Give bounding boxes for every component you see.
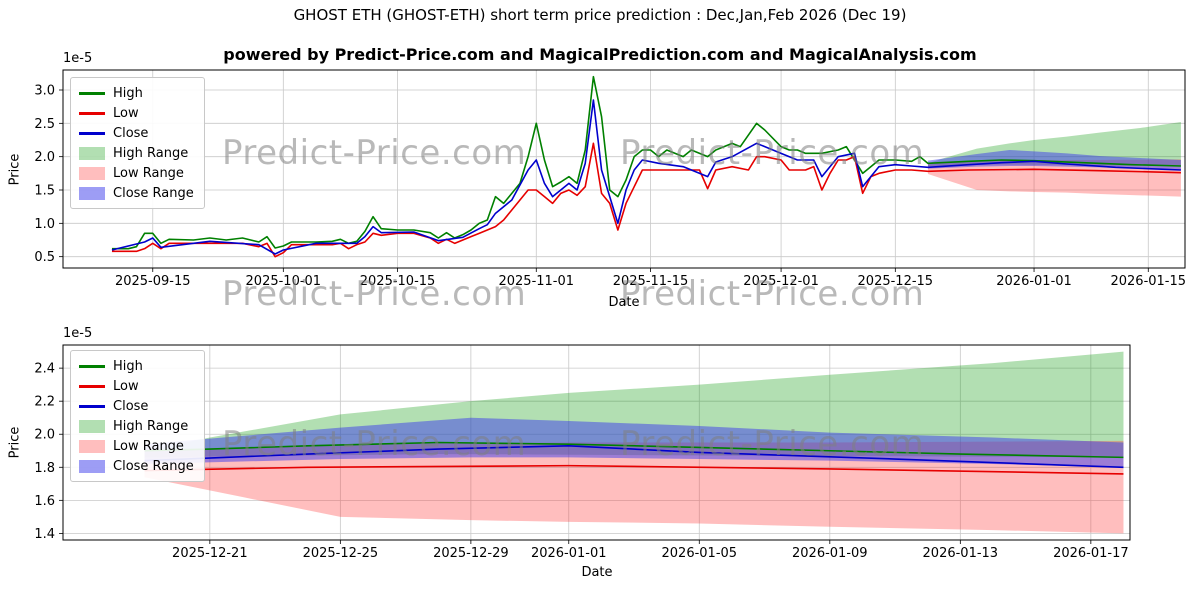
legend-entry-label: Low Range <box>113 165 184 181</box>
legend-swatch-patch <box>79 166 105 180</box>
x-tick-label: 2025-11-01 <box>498 274 574 289</box>
legend-entry: Close <box>79 123 194 143</box>
x-tick-label: 2025-12-01 <box>743 274 819 289</box>
legend-entry-label: Close Range <box>113 185 194 201</box>
legend-entry-label: High Range <box>113 145 189 161</box>
legend-entry: Close <box>79 396 194 416</box>
x-tick-label: 2025-12-15 <box>858 274 934 289</box>
legend-entry-label: High <box>113 85 143 101</box>
legend-entry-label: High <box>113 358 143 374</box>
legend-swatch-patch <box>79 439 105 453</box>
watermark-text: Predict-Price.com <box>222 274 527 314</box>
x-tick-label: 2025-10-01 <box>246 274 322 289</box>
y-axis-offset-label: 1e-5 <box>63 51 92 66</box>
watermark-text: Predict-Price.com <box>620 424 925 464</box>
x-tick-label: 2025-12-21 <box>172 546 248 561</box>
legend-swatch-patch <box>79 146 105 160</box>
page-subtitle: powered by Predict-Price.com and Magical… <box>223 45 977 64</box>
y-tick-label: 3.0 <box>34 84 55 99</box>
x-tick-label: 2026-01-09 <box>792 546 868 561</box>
y-tick-label: 1.8 <box>34 461 55 476</box>
legend-entry: High <box>79 356 194 376</box>
legend-swatch-line <box>79 364 105 368</box>
legend-entry-label: Close <box>113 398 149 414</box>
y-tick-label: 1.0 <box>34 217 55 232</box>
legend-entry: Close Range <box>79 456 194 476</box>
x-tick-label: 2025-11-15 <box>613 274 689 289</box>
x-tick-label: 2025-12-25 <box>303 546 379 561</box>
y-tick-label: 2.2 <box>34 395 55 410</box>
y-tick-label: 0.5 <box>34 250 55 265</box>
close-line <box>111 99 1181 255</box>
low-line <box>144 464 1124 475</box>
plot-frame <box>62 344 1131 541</box>
x-tick-label: 2026-01-15 <box>1110 274 1186 289</box>
high-line <box>111 75 1181 250</box>
watermark-text: Predict-Price.com <box>222 424 527 464</box>
legend-entry: Low Range <box>79 163 194 183</box>
legend-swatch-line <box>79 131 105 135</box>
low-range-band <box>144 440 1124 534</box>
legend-entry-label: Close Range <box>113 458 194 474</box>
legend-entry: Low Range <box>79 436 194 456</box>
x-tick-label: 2025-10-15 <box>360 274 436 289</box>
legend-swatch-line <box>79 384 105 388</box>
legend-entry: Low <box>79 376 194 396</box>
watermark-text: Predict-Price.com <box>222 133 527 173</box>
legend-entry-label: Low <box>113 105 139 121</box>
y-tick-label: 1.5 <box>34 184 55 199</box>
watermark-text: Predict-Price.com <box>620 274 925 314</box>
legend-entry: High Range <box>79 416 194 436</box>
legend-entry-label: Close <box>113 125 149 141</box>
x-tick-label: 2026-01-05 <box>662 546 738 561</box>
y-tick-label: 1.4 <box>34 527 55 542</box>
legend-entry: Low <box>79 103 194 123</box>
legend-entry-label: High Range <box>113 418 189 434</box>
y-axis-offset-label: 1e-5 <box>63 326 92 341</box>
x-tick-label: 2025-12-29 <box>433 546 509 561</box>
y-axis-label-bottom: Price <box>7 426 23 459</box>
low-line <box>111 142 1181 258</box>
high-line <box>144 441 1124 459</box>
x-tick-label: 2026-01-17 <box>1053 546 1129 561</box>
legend-swatch-line <box>79 91 105 95</box>
y-tick-label: 2.0 <box>34 150 55 165</box>
y-tick-label: 2.5 <box>34 117 55 132</box>
x-tick-label: 2026-01-01 <box>996 274 1072 289</box>
legend-entry: High Range <box>79 143 194 163</box>
x-axis-label-bottom: Date <box>581 565 613 580</box>
low-range-band <box>927 159 1181 197</box>
legend-entry-label: Low <box>113 378 139 394</box>
x-tick-label: 2025-09-15 <box>115 274 191 289</box>
x-tick-label: 2026-01-01 <box>531 546 607 561</box>
legend-swatch-patch <box>79 459 105 473</box>
y-axis-label-top: Price <box>7 153 23 186</box>
legend-entry: Close Range <box>79 183 194 203</box>
legend-swatch-patch <box>79 186 105 200</box>
y-tick-label: 2.0 <box>34 428 55 443</box>
close-range-band <box>144 417 1124 468</box>
legend-entry-label: Low Range <box>113 438 184 454</box>
legend-swatch-patch <box>79 419 105 433</box>
legend-swatch-line <box>79 111 105 115</box>
x-tick-label: 2026-01-13 <box>923 546 999 561</box>
y-tick-label: 1.6 <box>34 494 55 509</box>
legend-top-chart: High Low Close High Range Low Range Close Ran… <box>70 77 205 209</box>
watermark-text: Predict-Price.com <box>620 133 925 173</box>
y-tick-label: 2.4 <box>34 362 55 377</box>
x-axis-label-top: Date <box>608 295 640 310</box>
close-line <box>144 445 1124 469</box>
page-title: GHOST ETH (GHOST-ETH) short term price p… <box>293 6 907 24</box>
plot-frame <box>62 69 1186 269</box>
legend-entry: High <box>79 83 194 103</box>
legend-swatch-line <box>79 404 105 408</box>
close-range-band <box>927 150 1181 170</box>
legend-bottom-chart: High Low Close High Range Low Range Close Ran… <box>70 350 205 482</box>
